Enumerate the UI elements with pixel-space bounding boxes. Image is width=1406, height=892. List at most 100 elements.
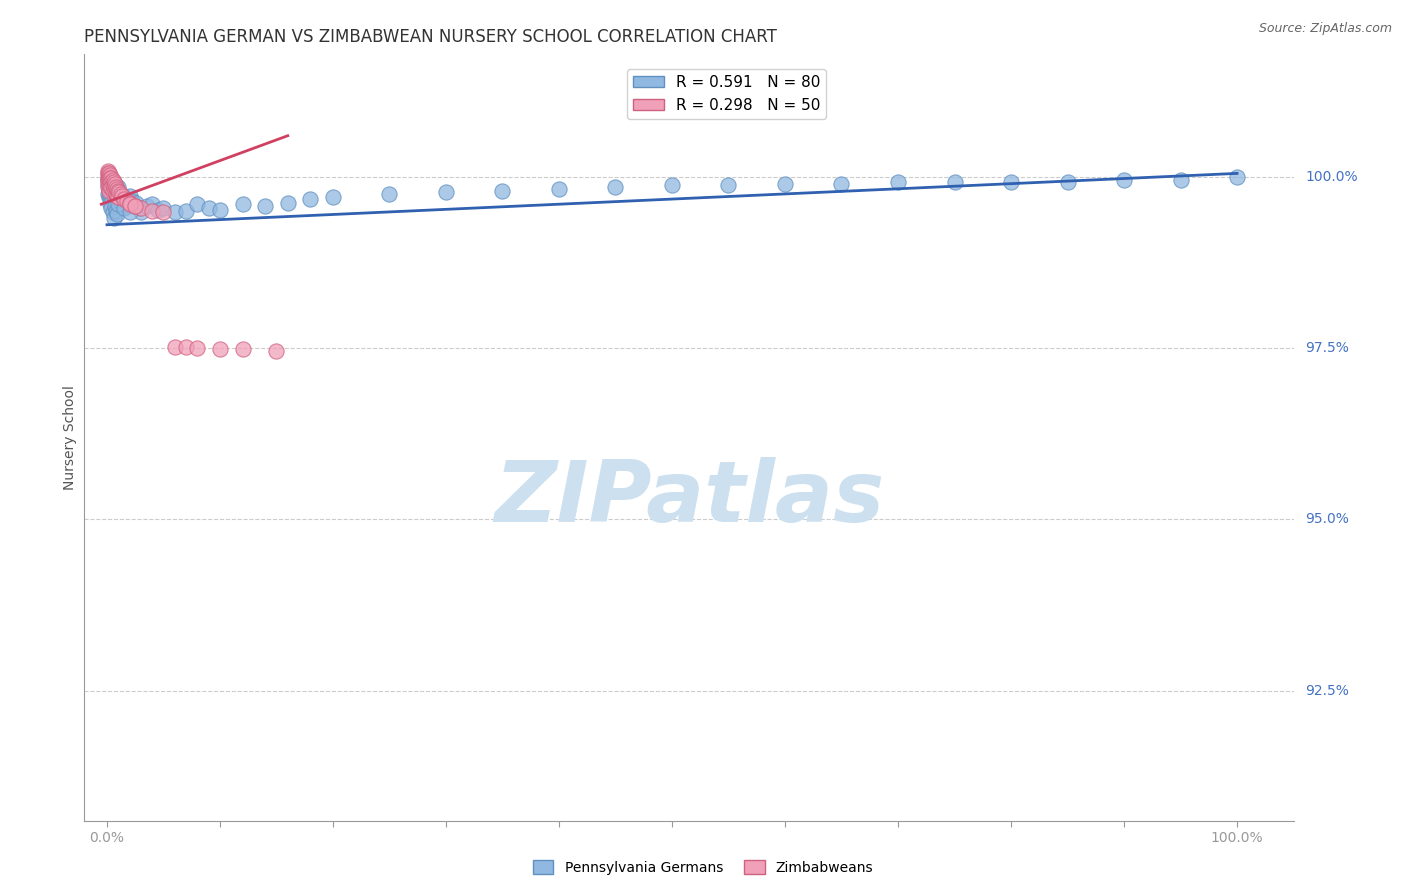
Legend: Pennsylvania Germans, Zimbabweans: Pennsylvania Germans, Zimbabweans [527, 855, 879, 880]
Point [101, 180, 124, 194]
Point [105, 207, 128, 221]
Point [122, 198, 145, 212]
Point [125, 195, 148, 210]
Point [115, 197, 138, 211]
Point [174, 340, 197, 354]
Point [98, 184, 121, 198]
Point [118, 189, 141, 203]
Point [146, 202, 169, 217]
Point [208, 202, 231, 217]
Point [104, 184, 127, 198]
Point [108, 185, 131, 199]
Point [378, 186, 401, 201]
Point [104, 177, 127, 191]
Point [98, 190, 121, 204]
Point [112, 192, 135, 206]
Point [112, 192, 135, 206]
Point [105, 182, 128, 196]
Point [101, 178, 124, 192]
Point [97, 175, 120, 189]
Point [129, 201, 152, 215]
Point [887, 175, 910, 189]
Point [299, 192, 322, 206]
Point [98, 177, 121, 191]
Point [152, 201, 174, 215]
Point [107, 180, 129, 194]
Point [98, 181, 121, 195]
Point [105, 185, 128, 199]
Point [97, 186, 120, 201]
Point [100, 178, 122, 192]
Point [232, 343, 254, 357]
Point [98, 173, 121, 187]
Point [97, 171, 120, 186]
Point [101, 205, 124, 219]
Point [773, 177, 796, 191]
Point [105, 180, 128, 194]
Point [266, 344, 288, 359]
Point [1112, 173, 1135, 187]
Point [105, 190, 128, 204]
Point [118, 195, 141, 210]
Point [98, 166, 121, 180]
Point [434, 185, 457, 199]
Point [100, 201, 122, 215]
Point [111, 194, 134, 208]
Point [101, 185, 124, 199]
Point [197, 201, 219, 215]
Point [1226, 169, 1249, 184]
Point [174, 204, 197, 219]
Point [98, 185, 121, 199]
Point [114, 194, 136, 208]
Point [100, 180, 122, 194]
Point [97, 169, 120, 183]
Point [605, 180, 627, 194]
Point [101, 173, 124, 187]
Point [129, 205, 152, 219]
Point [97, 178, 120, 192]
Point [186, 341, 208, 355]
Point [98, 189, 121, 203]
Point [103, 180, 125, 194]
Point [322, 190, 344, 204]
Point [98, 175, 121, 189]
Point [103, 182, 125, 196]
Point [117, 198, 139, 212]
Text: 100.0%: 100.0% [1306, 169, 1358, 184]
Point [831, 177, 853, 191]
Point [98, 180, 121, 194]
Point [101, 184, 124, 198]
Point [141, 197, 163, 211]
Y-axis label: Nursery School: Nursery School [63, 384, 77, 490]
Point [98, 169, 121, 184]
Point [117, 194, 139, 208]
Point [97, 173, 120, 187]
Text: Source: ZipAtlas.com: Source: ZipAtlas.com [1258, 22, 1392, 36]
Point [112, 201, 135, 215]
Point [111, 189, 134, 203]
Point [101, 192, 124, 206]
Point [100, 175, 122, 189]
Point [110, 192, 132, 206]
Point [1170, 173, 1192, 187]
Point [104, 189, 127, 203]
Point [105, 186, 128, 201]
Point [163, 340, 186, 354]
Point [103, 175, 125, 189]
Point [124, 198, 146, 212]
Point [135, 198, 157, 212]
Text: 97.5%: 97.5% [1306, 341, 1350, 355]
Point [103, 211, 125, 225]
Point [105, 204, 128, 219]
Point [107, 197, 129, 211]
Point [100, 184, 122, 198]
Point [163, 205, 186, 219]
Point [98, 180, 121, 194]
Text: 95.0%: 95.0% [1306, 512, 1350, 526]
Point [107, 190, 129, 204]
Point [943, 175, 966, 189]
Point [232, 197, 254, 211]
Point [661, 178, 683, 192]
Point [107, 184, 129, 198]
Point [110, 186, 132, 201]
